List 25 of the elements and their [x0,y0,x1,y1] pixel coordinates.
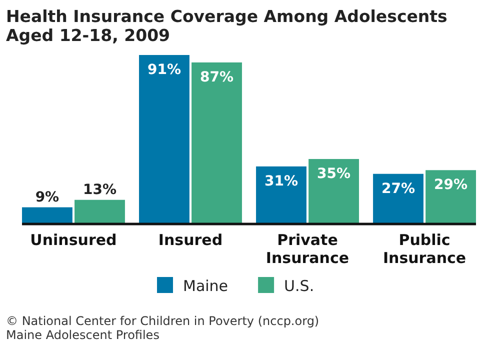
data-label: 27% [381,180,416,197]
data-label: 13% [82,182,117,198]
text: © National Center for Children in Poverty (nccp.org) [6,314,320,328]
text: Maine Adolescent Profiles [6,328,160,342]
data-label: 87% [200,69,234,86]
legend-label: U.S. [284,277,314,295]
legend-label: Maine [183,277,228,295]
data-label: 91% [147,62,181,78]
bar [426,170,476,224]
x-tick-label: Private Insurance [266,231,350,267]
bar [139,55,190,224]
bar [22,207,72,224]
x-tick-label: Uninsured [30,231,117,249]
data-label: 31% [264,173,298,190]
bar [192,62,242,224]
bar [373,174,424,224]
bar [74,200,125,224]
x-tick-label: Public Insurance [382,231,466,267]
chart-title: Health Insurance Coverage Among Adolescents Aged 12-18, 2009 [6,7,448,45]
x-tick-label: Insured [158,231,223,249]
bar [308,159,359,224]
bar [256,166,306,224]
data-label: 29% [434,177,468,194]
data-label: 35% [317,166,351,182]
data-label: 9% [35,189,60,206]
